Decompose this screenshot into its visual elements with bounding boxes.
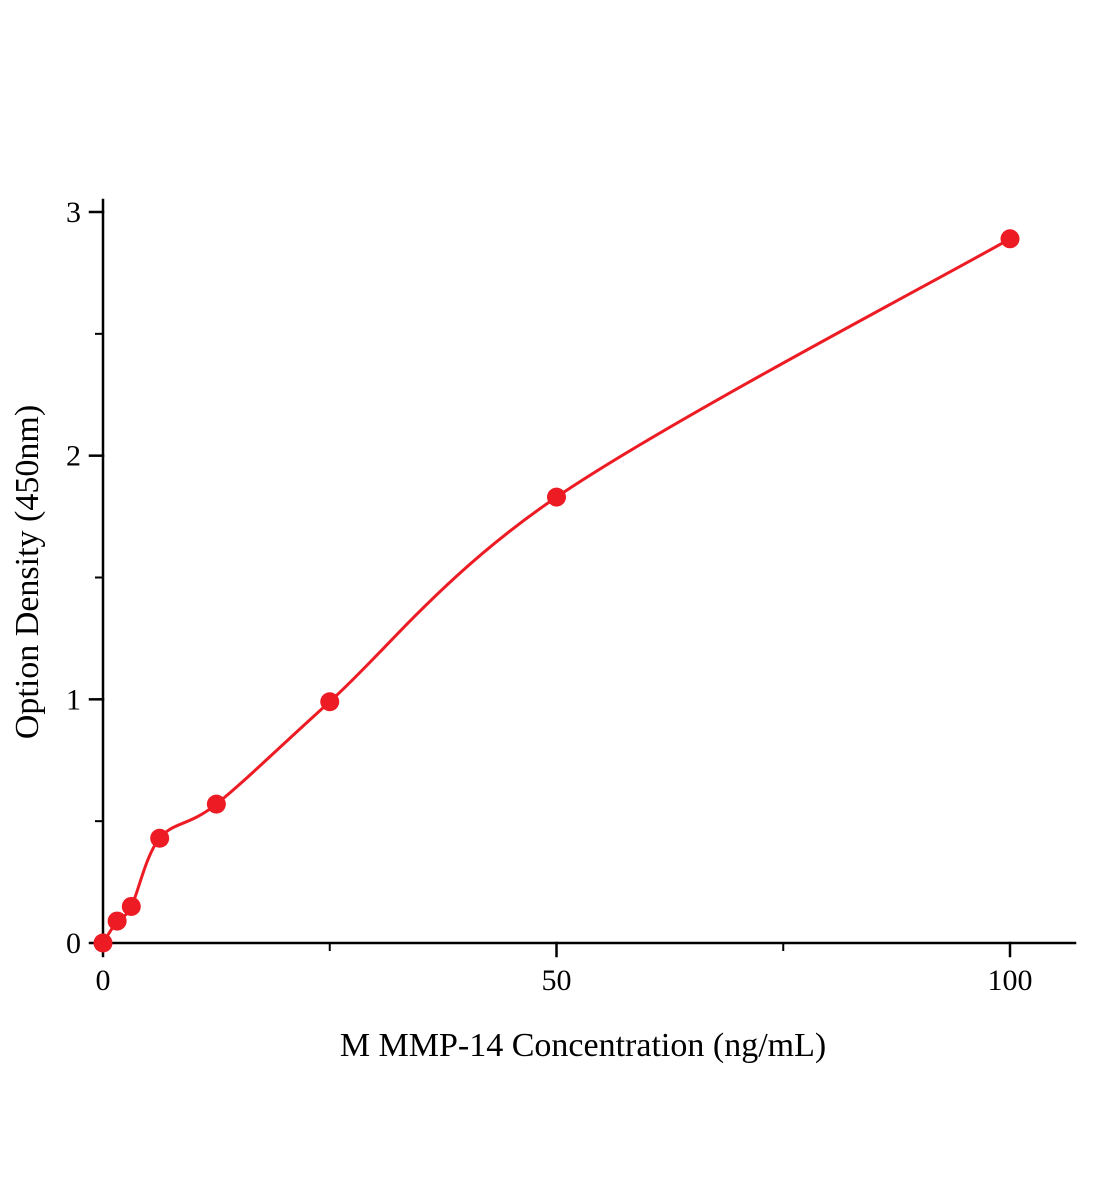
data-point [150, 828, 170, 848]
x-tick-label: 50 [542, 964, 572, 997]
x-tick-label: 100 [988, 964, 1033, 997]
y-axis-label: Option Density (450nm) [9, 405, 46, 739]
y-tick-label: 2 [66, 440, 81, 473]
data-point [93, 933, 113, 953]
y-tick-label: 0 [66, 927, 81, 960]
tick-labels: 0 50 100 0 1 2 3 [66, 196, 1033, 997]
data-points [93, 229, 1020, 953]
tick-marks [88, 210, 1012, 958]
data-point [121, 896, 141, 916]
data-point [107, 911, 127, 931]
axes [101, 198, 1077, 945]
data-point [320, 692, 340, 712]
data-point [1000, 229, 1020, 249]
fit-curve-line [101, 237, 1011, 944]
y-tick-label: 1 [66, 683, 81, 716]
x-tick-label: 0 [96, 964, 111, 997]
y-tick-label: 3 [66, 196, 81, 229]
data-point [547, 487, 566, 507]
data-point [206, 794, 226, 814]
x-axis-label: M MMP-14 Concentration (ng/mL) [340, 1027, 826, 1064]
